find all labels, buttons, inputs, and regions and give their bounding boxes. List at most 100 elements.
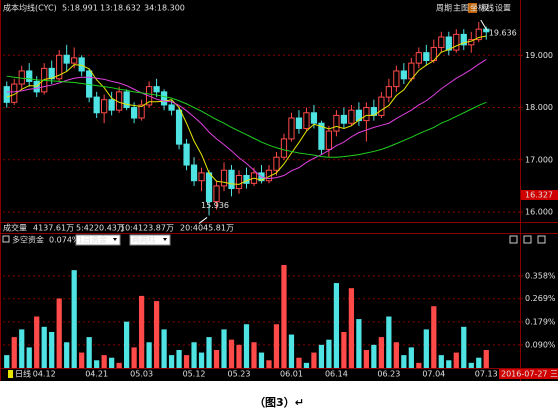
toolbar-item[interactable]: 周期 [436, 4, 452, 13]
candle-body [108, 99, 115, 111]
panel-button[interactable] [537, 235, 546, 244]
bar [326, 339, 332, 368]
bar [191, 342, 197, 368]
candle-body [48, 67, 55, 80]
bar [318, 344, 325, 368]
candle-body [393, 70, 400, 88]
bar [138, 295, 145, 368]
candle-body [340, 114, 348, 124]
candle-body [213, 185, 220, 203]
bar [236, 344, 242, 368]
candle-body [385, 86, 392, 98]
candle-body [71, 57, 78, 64]
bar [408, 347, 414, 368]
selector-box[interactable] [75, 234, 121, 246]
bar [281, 265, 287, 368]
legend-entry: 5:18.991 [62, 4, 98, 13]
selector-arrow [163, 238, 167, 241]
bar [296, 357, 302, 368]
selector-box[interactable] [129, 234, 171, 246]
bar [176, 349, 182, 368]
bar [41, 326, 47, 368]
toolbar-item[interactable]: 权 [481, 3, 489, 13]
candle-body [198, 172, 205, 182]
x-tick-label: 04.21 [85, 370, 108, 379]
candle-body [378, 96, 385, 116]
ma-line [6, 75, 487, 158]
bar [109, 357, 115, 368]
bar [288, 334, 295, 368]
selector[interactable]: 1日资金 [78, 235, 107, 245]
bar [94, 360, 100, 368]
candle-body [348, 109, 355, 124]
x-tick-label: 06.14 [325, 370, 348, 379]
bar [423, 329, 429, 368]
candle-body [3, 86, 10, 103]
bar [11, 337, 17, 368]
legend-entry: 13:18.632 [100, 4, 141, 13]
toolbar-item[interactable]: 主图 [453, 3, 469, 13]
max-label: 19.636 [489, 29, 517, 38]
volume-info: 4137.61万 [33, 224, 74, 233]
volume-info: 成交量 [3, 223, 27, 233]
selector-arrow [113, 238, 117, 241]
bar [461, 326, 467, 368]
volume-info: 20:4045.81万 [180, 224, 234, 233]
cursor-price-box [521, 189, 558, 200]
cursor-price: 16.327 [525, 190, 553, 199]
bar [213, 349, 220, 368]
volume-info: 10:4123.87万 [120, 224, 174, 233]
panel-subtitle: 0.074% [49, 236, 80, 245]
annotation-arrow [198, 217, 208, 224]
candle-body [63, 54, 70, 64]
bar [228, 339, 235, 368]
x-tick-label: 05.23 [228, 370, 251, 379]
candle-body [303, 112, 310, 129]
candle-body [325, 130, 333, 150]
candle-body [423, 52, 430, 62]
bar [49, 331, 55, 368]
candle-body [228, 169, 235, 190]
candle-body [220, 169, 228, 187]
toolbar-highlight [468, 3, 477, 13]
candle-body [475, 28, 482, 41]
bar [206, 337, 212, 368]
candle-body [130, 107, 138, 119]
candle-body [460, 33, 467, 46]
bar [26, 347, 32, 368]
candle-body [183, 143, 190, 166]
bar [341, 331, 347, 368]
bar [161, 329, 167, 368]
bar [386, 316, 392, 368]
toolbar-item[interactable]: 设置 [495, 3, 511, 13]
bar [446, 360, 452, 368]
bar [243, 324, 250, 368]
candle-body [18, 70, 25, 85]
bar [71, 270, 77, 368]
panel-button[interactable] [509, 235, 518, 244]
bar [79, 352, 85, 368]
candle-body [160, 91, 168, 106]
bar [476, 357, 482, 368]
panel-button[interactable] [523, 235, 532, 244]
x-tick-label: 05.12 [183, 370, 206, 379]
bar [371, 344, 377, 368]
candle-body [138, 104, 145, 119]
bar [34, 316, 40, 368]
caption: （图3）↵ [254, 396, 304, 409]
toolbar-item[interactable]: 坐标线 [470, 3, 494, 13]
y-tick-label: 0.358% [525, 271, 556, 280]
bar [124, 321, 130, 368]
candle-body [190, 164, 198, 182]
bar [258, 352, 265, 368]
candle-body [101, 99, 108, 114]
bar [438, 355, 444, 368]
selector[interactable]: 两网柱 [132, 235, 156, 245]
bar [393, 342, 399, 368]
bar [453, 352, 459, 368]
bar [378, 337, 384, 368]
bar [153, 301, 160, 368]
candle-body [93, 96, 100, 114]
